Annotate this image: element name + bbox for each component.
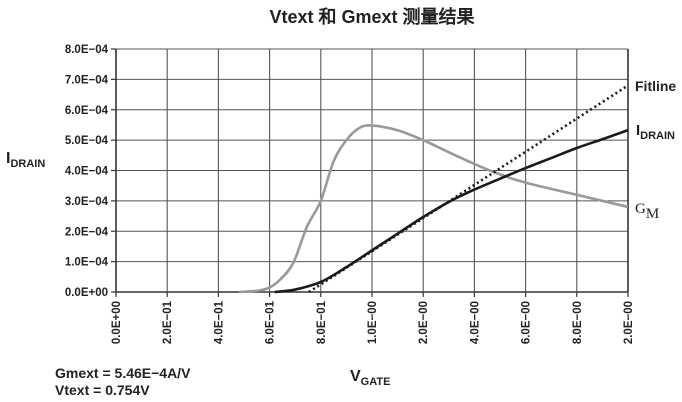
y-tick-label: 0.0E+00 <box>65 287 108 299</box>
x-tick-label: 4.0E−01 <box>213 300 225 344</box>
legend-gm-sub: M <box>646 206 659 222</box>
x-tick-label: 2.0E−00 <box>623 301 635 344</box>
y-tick-label: 1.0E−04 <box>65 257 109 269</box>
x-tick-label: 2.0E−00 <box>418 301 430 344</box>
y-tick-label: 2.0E−04 <box>65 226 109 238</box>
legend-idrain-main: I <box>636 122 640 139</box>
y-tick-label: 8.0E−04 <box>65 44 109 56</box>
x-tick-label: 0.0E+00 <box>111 301 123 344</box>
legend-gm: GM <box>635 201 659 222</box>
annotation-vtext: Vtext = 0.754V <box>55 382 150 398</box>
x-axis-label: VGATE <box>350 368 390 388</box>
x-tick-label: 6.0E−00 <box>521 301 533 344</box>
series-lines <box>238 84 629 294</box>
series-line-fitline <box>308 84 629 294</box>
annotation-gmext: Gmext = 5.46E−4A/V <box>55 365 191 381</box>
y-axis-label-main: I <box>6 150 10 167</box>
y-axis-label: IDRAIN <box>6 150 45 170</box>
series-line-idrain <box>274 128 629 294</box>
y-tick-label: 6.0E−04 <box>65 105 109 117</box>
x-ticks: 0.0E+00 2.0E−01 4.0E−01 6.0E−01 8.0E−01 1.0E−… <box>111 292 635 344</box>
y-tick-label: 5.0E−04 <box>65 135 109 147</box>
x-tick-label: 6.0E−01 <box>265 300 277 344</box>
y-tick-label: 7.0E−04 <box>65 74 109 86</box>
x-axis-label-sub: GATE <box>361 376 391 388</box>
y-tick-label: 4.0E−04 <box>65 166 109 178</box>
series-line-gm <box>238 124 629 294</box>
legend-fitline-text: Fitline <box>635 78 676 94</box>
legend-gm-main: G <box>635 201 646 217</box>
y-tick-label: 3.0E−04 <box>65 196 109 208</box>
legend-idrain-sub: DRAIN <box>640 130 675 142</box>
y-axis-label-sub: DRAIN <box>10 158 45 170</box>
legend-idrain: IDRAIN <box>636 122 675 142</box>
x-tick-label: 8.0E−01 <box>316 300 328 344</box>
legend-fitline: Fitline <box>635 78 676 94</box>
x-tick-label: 2.0E−01 <box>162 300 174 344</box>
x-tick-label: 8.0E−00 <box>572 301 584 344</box>
x-tick-label: 1.0E−00 <box>367 301 379 344</box>
grid <box>115 48 629 293</box>
y-ticks: 0.0E+00 1.0E−04 2.0E−04 3.0E−04 4.0E−04 5.0E−… <box>65 44 116 299</box>
x-axis-label-main: V <box>350 368 361 385</box>
chart-title: Vtext 和 Gmext 测量结果 <box>269 6 475 27</box>
x-tick-label: 4.0E−00 <box>469 301 481 344</box>
